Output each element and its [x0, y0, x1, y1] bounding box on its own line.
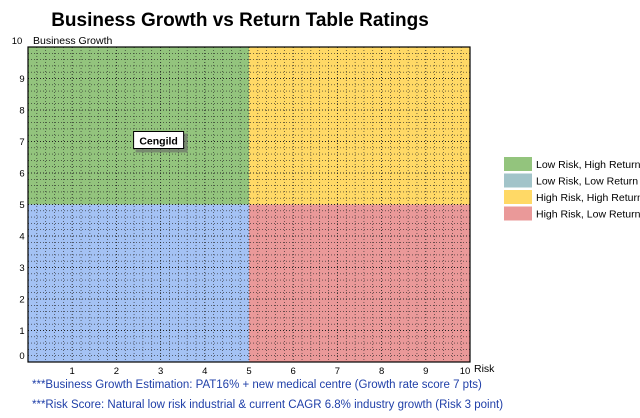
point-cengild: Cengild: [133, 131, 188, 153]
point-label-box: [133, 131, 185, 149]
y-tick-label: 0: [19, 351, 24, 362]
legend: Low Risk, High Return Low Risk, Low Retur…: [504, 157, 640, 221]
quadrant-3: [249, 204, 470, 362]
chart-title: Business Growth vs Return Table Ratings: [51, 10, 429, 31]
legend-swatch: [504, 190, 532, 204]
x-tick-label: 2: [114, 366, 119, 377]
x-tick-label: 7: [335, 366, 340, 377]
legend-swatch: [504, 157, 532, 171]
x-tick-label: 9: [423, 366, 428, 377]
legend-label: Low Risk, High Return: [536, 159, 640, 171]
x-axis-label: Risk: [474, 363, 495, 375]
y-tick-label: 5: [19, 200, 24, 211]
plot-frame: [27, 46, 471, 363]
y-tick-label: 6: [19, 169, 24, 180]
legend-label: High Risk, High Return: [536, 192, 640, 204]
growth-estimation-note: ***Business Growth Estimation: PAT16% + …: [32, 379, 482, 391]
y-tick-label: 9: [19, 74, 24, 85]
tick-labels: 1 2 3 4 5 6 7 8 9 10 0 1 2 3 4 5 6 7 8 9 10: [12, 36, 471, 377]
y-tick-label: 8: [19, 106, 24, 117]
x-tick-label: 6: [291, 366, 296, 377]
legend-swatch: [504, 206, 532, 221]
y-axis-label: Business Growth: [33, 35, 113, 47]
y-tick-label: 10: [12, 36, 23, 47]
point-label: Cengild: [139, 136, 178, 148]
quadrant-0: [28, 47, 249, 205]
y-tick-label: 3: [19, 263, 24, 274]
y-tick-label: 7: [19, 137, 24, 148]
legend-item: High Risk, High Return: [504, 190, 640, 204]
y-tick-label: 1: [19, 326, 24, 337]
y-tick-label: 2: [19, 295, 24, 306]
legend-label: High Risk, Low Return: [536, 209, 640, 221]
legend-item: High Risk, Low Return: [504, 206, 640, 221]
legend-label: Low Risk, Low Return: [536, 176, 638, 188]
x-tick-label: 10: [460, 366, 471, 377]
x-tick-label: 4: [202, 366, 207, 377]
x-tick-label: 1: [70, 366, 75, 377]
legend-swatch: [504, 173, 532, 188]
risk-score-note: ***Risk Score: Natural low risk industri…: [32, 399, 504, 411]
x-tick-label: 8: [379, 366, 384, 377]
legend-item: Low Risk, Low Return: [504, 173, 638, 188]
data-points: Cengild: [133, 131, 188, 153]
quadrant-2: [249, 47, 470, 205]
axes: [27, 46, 471, 363]
legend-item: Low Risk, High Return: [504, 157, 640, 171]
x-tick-label: 3: [158, 366, 163, 377]
quadrant-1: [28, 204, 249, 362]
x-tick-label: 5: [246, 366, 251, 377]
quadrant-areas: [28, 47, 470, 362]
y-tick-label: 4: [19, 232, 24, 243]
